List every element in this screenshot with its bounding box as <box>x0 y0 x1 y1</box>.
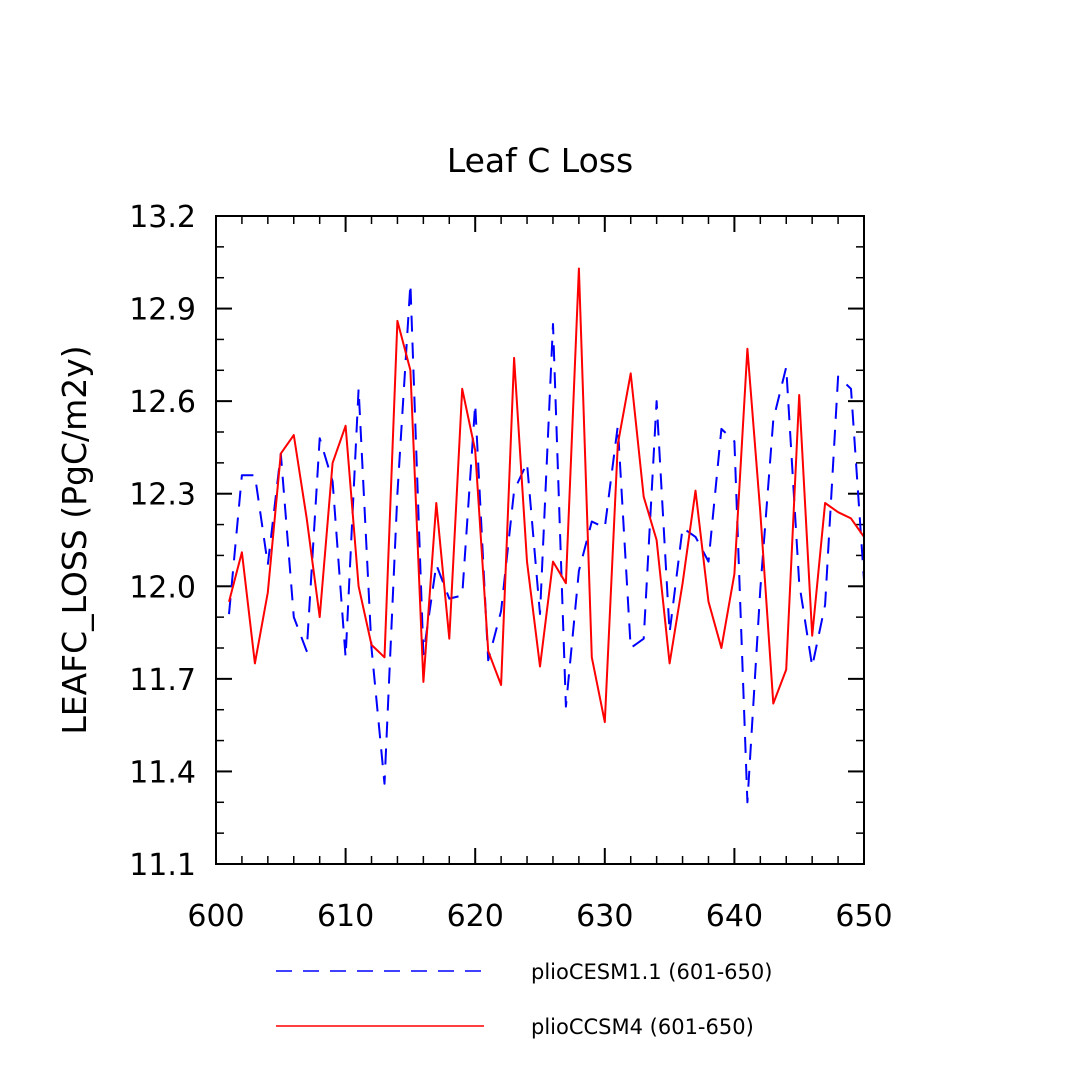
series-line-2 <box>228 267 865 724</box>
x-tick-label: 640 <box>706 899 763 934</box>
plot-frame <box>215 215 865 865</box>
x-tick-label: 610 <box>317 899 374 934</box>
x-tick-label: 620 <box>447 899 504 934</box>
chart-title: Leaf C Loss <box>447 141 633 180</box>
x-tick-label: 650 <box>835 899 892 934</box>
x-tick-label: 630 <box>576 899 633 934</box>
series-line-1 <box>228 282 865 804</box>
y-axis-label: LEAFC_LOSS (PgC/m2y) <box>55 345 94 734</box>
y-tick-label: 12.3 <box>129 478 196 513</box>
x-tick-label: 600 <box>187 899 244 934</box>
y-tick-label: 13.2 <box>129 200 196 235</box>
y-tick-label: 12.6 <box>129 385 196 420</box>
legend-label-2: plioCCSM4 (601-650) <box>531 1015 754 1039</box>
series-lines <box>228 267 865 804</box>
legend: plioCESM1.1 (601-650) plioCCSM4 (601-650) <box>276 960 772 1039</box>
y-tick-label: 12.9 <box>129 293 196 328</box>
axis-tick-labels: 600 610 620 630 640 650 11.1 11.4 11.7 12.0 12.3 12… <box>129 200 892 934</box>
y-tick-label: 11.7 <box>129 663 196 698</box>
y-tick-label: 12.0 <box>129 570 196 605</box>
y-tick-label: 11.1 <box>129 848 196 883</box>
y-tick-label: 11.4 <box>129 755 196 790</box>
legend-label-1: plioCESM1.1 (601-650) <box>531 960 772 984</box>
